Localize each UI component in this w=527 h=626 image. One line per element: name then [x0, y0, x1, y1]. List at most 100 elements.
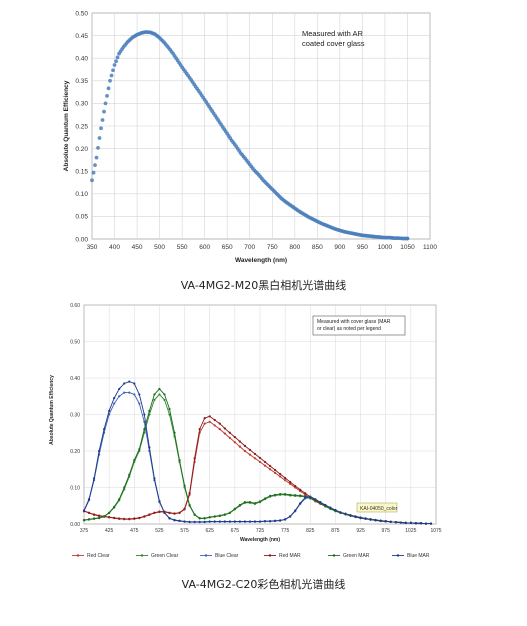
chart2-point-blue-mar: [208, 520, 211, 523]
chart2-point-blue-mar: [258, 520, 262, 523]
chart1-x-tick-label: 400: [109, 244, 120, 251]
chart2-point-green-mar: [113, 505, 116, 508]
chart2-legend-marker-red-mar: [268, 554, 272, 557]
chart2-point-red-mar: [108, 515, 111, 519]
chart2-point-blue-mar: [173, 518, 176, 522]
chart2-point-red-clear: [253, 457, 257, 460]
chart2-point-blue-clear: [138, 402, 141, 405]
chart2-point-blue-mar: [369, 518, 372, 521]
chart2-point-blue-mar: [92, 477, 96, 480]
chart1: 350 400 450 500 550 600 650 700 750 800 850 900 950 1…: [63, 10, 437, 264]
chart1-y-tick-label: 0.50: [75, 10, 88, 17]
chart2-point-green-mar: [299, 494, 302, 497]
chart2-point-red-mar: [158, 510, 161, 513]
chart2-point-blue-mar: [429, 522, 433, 525]
chart2-x-tick-label: 875: [331, 528, 340, 534]
chart2-point-green-mar: [248, 501, 252, 504]
chart2-x-tick-label: 1075: [430, 528, 441, 534]
chart2-point-blue-mar: [178, 519, 181, 522]
chart2-point-red-mar: [143, 515, 146, 518]
chart2-point-blue-mar: [233, 520, 236, 523]
chart2-point-green-mar: [178, 459, 181, 462]
chart2-point-red-mar: [258, 456, 262, 460]
chart2-point-green-mar: [87, 518, 91, 521]
chart2-legend-label-green-mar: Green MAR: [343, 553, 370, 559]
chart2-point-blue-mar: [379, 519, 382, 522]
chart2-point-red-clear: [248, 453, 252, 456]
chart1-data-point: [103, 101, 108, 106]
chart1-x-tick-label: 600: [199, 244, 210, 251]
chart1-x-tick-label: 800: [289, 244, 300, 251]
chart2-point-red-clear: [203, 422, 206, 425]
chart2-x-tick-label: 625: [206, 528, 215, 534]
chart1-y-tick-label: 0.30: [75, 101, 88, 108]
chart2-point-green-clear: [163, 398, 166, 401]
chart2-point-green-mar: [158, 387, 161, 391]
chart2-point-green-mar: [118, 498, 121, 501]
chart2-point-blue-mar: [82, 509, 86, 512]
chart1-data-point: [93, 163, 97, 168]
chart2-point-blue-mar: [198, 520, 201, 523]
chart2-point-red-mar: [138, 516, 141, 519]
chart2-point-blue-mar: [203, 520, 206, 523]
chart2-legend-label-red-mar: Red MAR: [279, 553, 301, 559]
chart1-data-point: [97, 136, 102, 140]
chart2-point-blue-mar: [354, 515, 357, 518]
chart1-x-tick-label: 350: [87, 244, 98, 251]
chart2-point-green-clear: [168, 413, 171, 416]
chart1-data-point: [96, 145, 100, 150]
chart2-y-tick-label: 0.40: [70, 376, 80, 382]
chart1-data-point: [90, 178, 94, 183]
chart2-watermark-box: [356, 502, 398, 513]
chart2-point-green-clear: [153, 398, 156, 401]
chart2-point-red-clear: [233, 441, 236, 444]
caption-mono: VA-4MG2-M20黑白相机光谱曲线: [180, 279, 347, 292]
chart2-point-green-mar: [128, 473, 131, 476]
chart2-point-red-mar: [183, 507, 186, 510]
chart2-point-blue-mar: [128, 380, 131, 383]
chart2-point-blue-mar: [424, 522, 428, 525]
chart2-y-tick-label: 0.50: [70, 339, 80, 345]
chart2-point-blue-mar: [213, 520, 216, 523]
chart2-point-blue-mar: [314, 498, 317, 501]
chart2-point-green-mar: [243, 501, 247, 504]
chart2-point-red-mar: [92, 513, 96, 516]
chart1-x-tick-label: 550: [177, 244, 188, 251]
chart2-point-green-mar: [284, 492, 287, 496]
chart2-point-green-mar: [168, 407, 171, 411]
chart1-y-tick-label: 0.00: [75, 236, 88, 243]
chart2-x-tick-label: 575: [180, 528, 189, 534]
chart2-point-blue-clear: [133, 393, 136, 396]
chart2-point-blue-mar: [223, 520, 226, 523]
chart2-point-red-mar: [248, 448, 252, 452]
chart2-x-tick-label: 1025: [405, 528, 416, 534]
chart2-point-blue-mar: [193, 520, 196, 523]
chart2-point-red-mar: [123, 517, 126, 520]
chart2-point-green-mar: [208, 515, 211, 519]
chart2-point-blue-clear: [118, 395, 121, 398]
chart2-point-green-mar: [103, 515, 106, 518]
chart2-point-red-mar: [253, 452, 257, 456]
chart2-point-blue-mar: [143, 413, 146, 416]
chart2-point-blue-mar: [163, 511, 166, 514]
chart2-x-tick-label: 975: [382, 528, 391, 534]
chart2-point-blue-mar: [123, 382, 126, 385]
chart2-point-blue-mar: [399, 521, 402, 524]
chart2-point-red-clear: [218, 428, 221, 431]
chart1-y-tick-label: 0.15: [75, 169, 88, 176]
chart2-point-green-mar: [279, 492, 282, 496]
chart2-legend-marker-green-clear: [140, 554, 144, 557]
chart2-x-tick-label: 825: [306, 528, 315, 534]
chart2-point-blue-mar: [374, 519, 377, 522]
chart1-data-point: [99, 126, 103, 131]
chart2-point-green-mar: [289, 493, 292, 496]
chart2-point-green-mar: [133, 459, 136, 462]
chart2-point-green-mar: [258, 500, 262, 503]
chart2-point-blue-mar: [309, 495, 312, 498]
chart2-x-tick-label: 675: [231, 528, 240, 534]
chart1-y-axis-label: Absolute Quantum Efficiency: [63, 80, 70, 171]
chart1-data-point: [112, 63, 117, 67]
chart2-point-red-mar: [279, 472, 282, 476]
chart2-x-tick-label: 375: [80, 528, 89, 534]
chart2-point-green-mar: [228, 511, 231, 514]
